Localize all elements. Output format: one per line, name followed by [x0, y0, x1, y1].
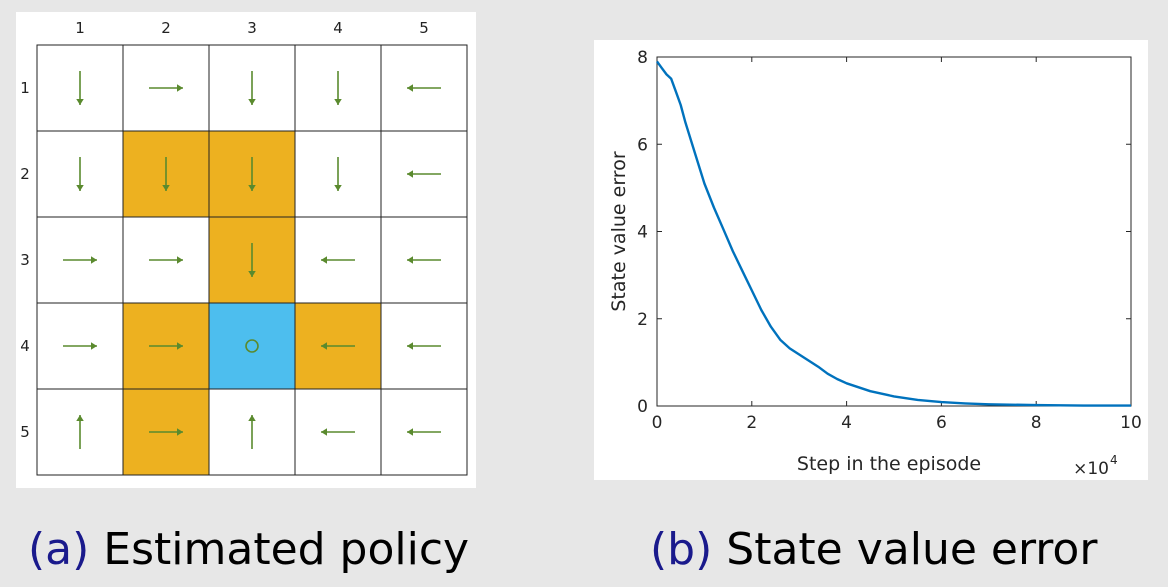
- policy-arrow-left-icon: [321, 342, 355, 350]
- policy-arrow-stay-icon: [245, 339, 259, 353]
- x-tick-label-6: 6: [936, 413, 947, 433]
- x-exponent-multiplier: ×10: [1073, 459, 1109, 479]
- y-tick-label-6: 6: [637, 135, 648, 155]
- grid-world-panel: 1 2 3 4 5 1 2 3 4 5: [16, 12, 476, 488]
- caption-a: (a) Estimated policy: [28, 520, 469, 580]
- policy-arrow-down-icon: [248, 71, 256, 105]
- y-tick-label-8: 8: [637, 48, 648, 68]
- state-value-chart-panel: 0 2 4 6 8 10 0 2 4 6 8 Step in the episode State val…: [594, 40, 1148, 480]
- row-label-2: 2: [20, 165, 30, 183]
- row-label-1: 1: [20, 79, 30, 97]
- row-label-4: 4: [20, 337, 30, 355]
- policy-arrow-down-icon: [76, 71, 84, 105]
- x-tick-label-8: 8: [1031, 413, 1042, 433]
- policy-arrow-right-icon: [149, 256, 183, 264]
- x-tick-label-4: 4: [841, 413, 852, 433]
- state-value-chart-svg: 0 2 4 6 8 10 0 2 4 6 8 Step in the episode State val…: [608, 48, 1142, 479]
- policy-arrow-right-icon: [149, 84, 183, 92]
- policy-arrow-right-icon: [63, 342, 97, 350]
- policy-arrow-left-icon: [407, 428, 441, 436]
- x-axis-label: Step in the episode: [797, 453, 981, 475]
- caption-a-text: Estimated policy: [103, 524, 470, 575]
- policy-arrow-right-icon: [149, 428, 183, 436]
- policy-arrow-left-icon: [407, 256, 441, 264]
- column-label-4: 4: [333, 19, 343, 37]
- x-tick-label-2: 2: [746, 413, 757, 433]
- policy-arrow-left-icon: [407, 170, 441, 178]
- column-label-3: 3: [247, 19, 257, 37]
- row-label-5: 5: [20, 423, 30, 441]
- column-label-2: 2: [161, 19, 171, 37]
- y-axis-label: State value error: [608, 151, 630, 311]
- policy-arrow-down-icon: [162, 157, 170, 191]
- policy-arrow-down-icon: [248, 243, 256, 277]
- grid-cell-r4-c3: [208, 302, 296, 390]
- y-tick-label-4: 4: [637, 223, 648, 243]
- caption-b-letter: (b): [650, 524, 713, 575]
- x-tick-label-10: 10: [1120, 413, 1142, 433]
- plot-area-frame: [656, 56, 1132, 407]
- y-tick-label-2: 2: [637, 310, 648, 330]
- policy-arrow-right-icon: [63, 256, 97, 264]
- caption-b-text: State value error: [726, 524, 1098, 575]
- y-tick-label-0: 0: [637, 397, 648, 417]
- policy-arrow-down-icon: [334, 157, 342, 191]
- x-exponent-power: 4: [1110, 453, 1118, 467]
- caption-a-letter: (a): [28, 524, 90, 575]
- caption-b: (b) State value error: [650, 520, 1097, 580]
- policy-arrow-down-icon: [76, 157, 84, 191]
- policy-arrow-down-icon: [334, 71, 342, 105]
- policy-arrow-up-icon: [248, 415, 256, 449]
- x-tick-label-0: 0: [652, 413, 663, 433]
- policy-arrow-left-icon: [321, 428, 355, 436]
- policy-arrow-right-icon: [149, 342, 183, 350]
- state-value-error-line: [656, 60, 1131, 407]
- policy-arrow-down-icon: [248, 157, 256, 191]
- grid-world-svg: 1 2 3 4 5 1 2 3 4 5: [20, 19, 468, 476]
- policy-arrow-left-icon: [407, 342, 441, 350]
- policy-arrow-up-icon: [76, 415, 84, 449]
- policy-arrow-left-icon: [321, 256, 355, 264]
- column-label-5: 5: [419, 19, 429, 37]
- column-label-1: 1: [75, 19, 85, 37]
- row-label-3: 3: [20, 251, 30, 269]
- policy-arrow-left-icon: [407, 84, 441, 92]
